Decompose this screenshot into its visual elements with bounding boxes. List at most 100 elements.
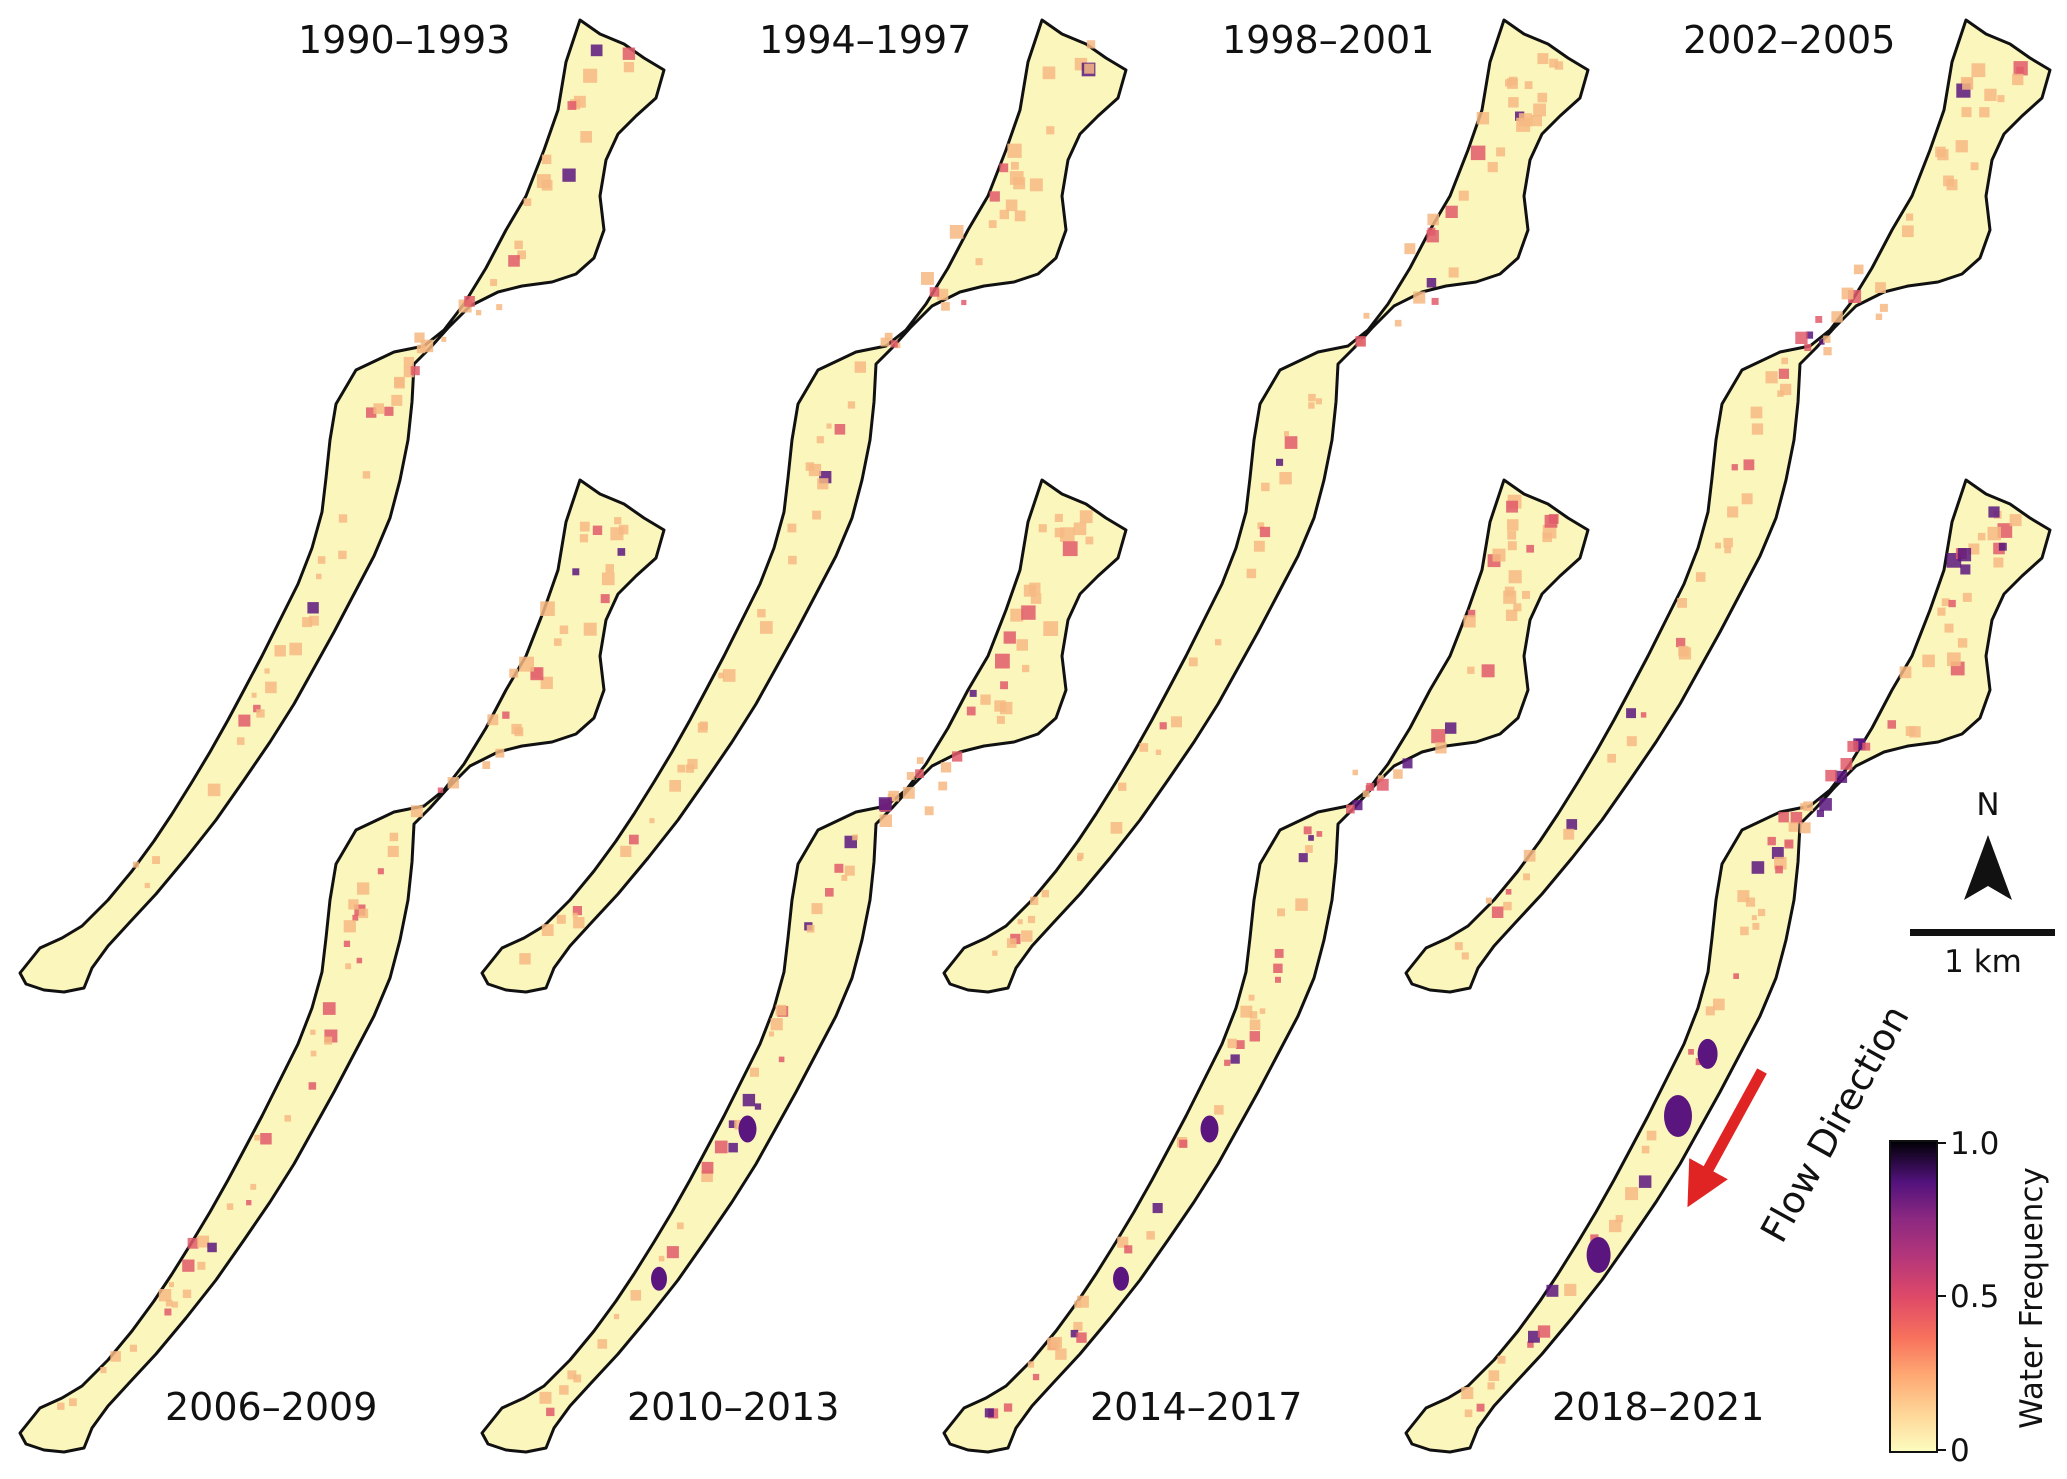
water-patch	[1646, 1130, 1657, 1141]
water-patch	[129, 1344, 137, 1352]
water-patch	[1077, 855, 1083, 861]
water-patch	[1454, 942, 1463, 951]
water-patch	[1376, 778, 1389, 791]
water-patch	[1937, 607, 1946, 616]
water-patch	[757, 609, 766, 618]
water-patch	[377, 868, 384, 875]
water-patch	[618, 524, 629, 535]
water-patch	[1352, 800, 1363, 811]
period-label-2018-2021: 2018–2021	[1552, 1385, 1764, 1429]
water-patch	[265, 681, 277, 694]
water-patch	[1461, 952, 1469, 960]
water-patch	[1751, 861, 1765, 874]
water-patch	[590, 44, 603, 57]
water-patch	[1003, 1403, 1013, 1412]
water-patch	[1308, 835, 1314, 841]
water-patch	[669, 780, 681, 792]
water-patch	[980, 694, 991, 705]
water-patch	[567, 101, 577, 110]
water-patch	[1948, 599, 1956, 608]
water-patch	[572, 906, 582, 916]
water-patch	[1960, 564, 1971, 575]
water-patch	[373, 403, 384, 414]
water-patch	[1781, 357, 1788, 365]
water-patch	[1032, 1373, 1040, 1381]
water-patch	[251, 692, 257, 698]
water-patch	[509, 668, 519, 678]
water-patch	[1705, 1006, 1715, 1016]
water-patch	[1906, 213, 1914, 221]
water-patch	[1402, 758, 1413, 769]
water-patch	[246, 1200, 252, 1206]
water-patch	[1778, 811, 1789, 823]
water-patch	[171, 1301, 178, 1308]
water-patch	[768, 1031, 774, 1037]
water-patch	[1171, 716, 1182, 728]
water-patch	[366, 407, 377, 418]
water-patch	[580, 131, 592, 143]
water-patch	[1831, 311, 1843, 323]
water-patch	[338, 550, 347, 560]
water-patch	[1723, 537, 1733, 548]
scale-bar-label: 1 km	[1944, 944, 2022, 980]
water-patch	[1823, 335, 1831, 343]
water-patch	[316, 573, 322, 580]
water-patch	[775, 1004, 787, 1016]
water-patch	[1352, 769, 1358, 776]
water-patch	[1110, 822, 1123, 834]
water-patch	[1491, 906, 1504, 918]
water-patch	[1117, 1236, 1129, 1248]
water-patch	[1626, 736, 1637, 747]
water-patch	[817, 478, 829, 490]
water-patch	[1609, 1219, 1622, 1233]
water-patch	[152, 856, 160, 864]
period-label-2010-2013: 2010–2013	[627, 1385, 839, 1429]
water-patch	[289, 642, 302, 656]
water-patch	[1902, 225, 1914, 238]
water-patch	[1005, 199, 1018, 212]
water-patch	[940, 762, 952, 773]
water-patch	[487, 714, 499, 726]
water-patch	[1957, 548, 1972, 562]
water-patch	[1365, 785, 1372, 791]
water-patch	[806, 924, 815, 933]
water-patch	[309, 615, 319, 626]
water-patch	[1775, 865, 1783, 874]
water-patch	[308, 1082, 317, 1090]
water-patch	[1784, 839, 1794, 849]
water-patch	[1179, 1139, 1188, 1148]
scale-bar: 1 km	[1910, 929, 2055, 980]
water-patch	[1505, 889, 1512, 895]
water-patch	[1054, 513, 1063, 522]
water-patch	[915, 769, 924, 778]
water-patch	[1230, 1054, 1240, 1064]
water-patch	[808, 463, 822, 477]
water-patch	[841, 875, 848, 881]
water-patch	[961, 299, 967, 306]
water-patch	[1790, 811, 1803, 824]
water-patch	[310, 1029, 316, 1035]
water-patch	[1003, 631, 1016, 644]
water-patch	[1393, 769, 1403, 779]
water-patch	[890, 340, 898, 348]
water-patch	[1188, 657, 1198, 667]
water-patch	[256, 709, 265, 718]
water-patch	[1795, 331, 1808, 344]
water-patch	[1009, 171, 1024, 185]
water-patch	[975, 258, 983, 266]
water-patch	[1021, 930, 1033, 942]
water-patch	[1507, 530, 1517, 540]
water-patch	[984, 1408, 994, 1418]
water-patch	[1021, 605, 1036, 620]
water-patch	[1508, 97, 1519, 108]
valley-outline	[480, 18, 1128, 994]
water-patch	[1073, 1321, 1083, 1331]
water-patch	[1988, 506, 2000, 518]
water-patch	[649, 818, 655, 824]
water-patch	[989, 191, 1000, 202]
water-patch	[1507, 541, 1517, 551]
water-patch	[1000, 681, 1008, 690]
water-patch	[825, 888, 834, 897]
water-patch	[540, 601, 555, 616]
water-patch	[1246, 568, 1257, 579]
